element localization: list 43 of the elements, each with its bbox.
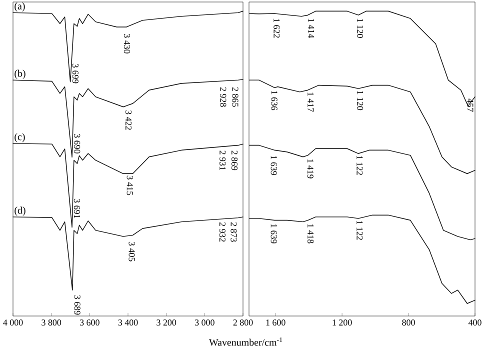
annotation: 2 865: [232, 87, 238, 107]
annotation: 2 873: [230, 222, 237, 242]
annotation: 457: [467, 98, 474, 112]
series-label: (d): [14, 206, 26, 216]
annotation: 1 120: [357, 91, 364, 110]
annotation: 2 928: [220, 87, 226, 107]
annotation: 1 622: [274, 18, 280, 38]
annotation: 2 931: [220, 150, 226, 170]
annotation: 3 405: [128, 242, 135, 262]
annotation: 1 414: [308, 18, 314, 38]
x-tick-label: 800: [402, 320, 415, 326]
annotation: 3 699: [72, 64, 78, 84]
x-axis-title: Wavenumber/cm$^{-1}$: [208, 337, 282, 346]
series-label: (c): [14, 133, 25, 142]
annotation: 1 122: [356, 220, 363, 240]
x-tick-label: 2 800: [233, 320, 253, 326]
annotation: 1 639: [270, 156, 277, 176]
series-label: (b): [14, 70, 26, 79]
annotation: 2 869: [231, 150, 238, 170]
annotation: 3 691: [74, 198, 80, 218]
annotation: 2 932: [219, 222, 226, 242]
x-tick-label: 3 600: [80, 320, 100, 326]
annotation: 1 120: [357, 18, 364, 38]
x-tick-label: 400: [468, 320, 482, 326]
annotation: 1 636: [271, 91, 278, 110]
x-tick-label: 3 800: [42, 320, 62, 326]
x-tick-label: 4 000: [3, 320, 23, 326]
annotation: 3 690: [74, 134, 80, 154]
x-tick-label: 3 000: [195, 320, 214, 326]
annotation: 3 415: [126, 176, 133, 196]
annotation: 3 689: [74, 295, 80, 315]
annotation: 1 122: [356, 156, 363, 175]
annotation: 1 419: [307, 159, 314, 178]
annotation: 1 417: [308, 92, 314, 112]
annotation: 3 430: [124, 34, 130, 54]
x-tick-label: 3 200: [156, 320, 176, 326]
x-tick-label: 3 400: [118, 320, 138, 326]
x-tick-label: 1 200: [332, 320, 352, 326]
annotation: 1 418: [308, 224, 314, 244]
annotation: 1 639: [270, 224, 277, 244]
series-label: (a): [14, 2, 25, 12]
annotation: 3 422: [125, 110, 132, 130]
x-tick-label: 1 600: [266, 320, 286, 326]
